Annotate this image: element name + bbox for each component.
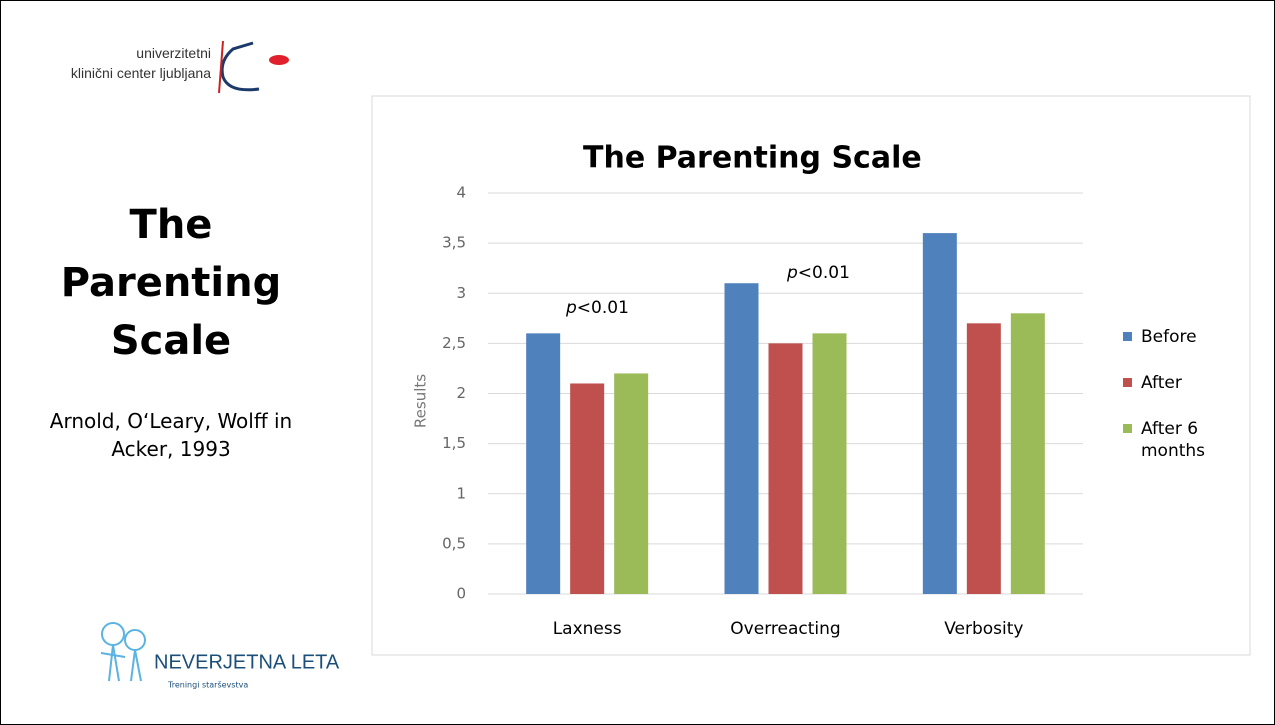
y-tick-label: 4	[456, 184, 466, 202]
bar	[768, 343, 803, 594]
bar	[526, 333, 561, 594]
logo-line-2: klinični center ljubljana	[70, 65, 211, 81]
y-tick-label: 1	[456, 484, 466, 502]
annotation: p<0.01	[786, 263, 850, 283]
brand-tagline: Treningi starševstva	[167, 680, 248, 690]
logo-mark	[220, 41, 260, 92]
legend-swatch	[1123, 332, 1132, 341]
legend-label: After 6 months	[1141, 419, 1206, 461]
chart-title: The Parenting Scale	[583, 141, 922, 176]
y-tick-label: 2	[456, 384, 466, 402]
legend-label: Before	[1141, 327, 1197, 347]
logo-line-1: univerzitetni	[136, 45, 211, 61]
kids-icon	[100, 622, 146, 682]
legend-swatch	[1123, 378, 1132, 387]
bar	[570, 383, 605, 594]
slide-title: The Parenting Scale	[60, 202, 282, 364]
legend-label: After	[1141, 373, 1182, 393]
bar	[966, 323, 1001, 594]
x-tick-label: Verbosity	[944, 619, 1023, 639]
y-tick-label: 3,5	[442, 234, 466, 252]
bar	[812, 333, 847, 594]
brand-name: NEVERJETNA LETA	[154, 651, 340, 673]
x-tick-label: Laxness	[553, 619, 622, 639]
y-tick-label: 0,5	[442, 534, 466, 552]
legend-swatch	[1123, 424, 1132, 433]
y-axis-label: Results	[412, 374, 430, 428]
logo-line	[218, 40, 224, 94]
y-tick-label: 2,5	[442, 334, 466, 352]
annotation: p<0.01	[565, 298, 629, 318]
bar	[1010, 313, 1045, 594]
y-tick-label: 1,5	[442, 434, 466, 452]
logo-dot	[269, 55, 289, 65]
y-tick-label: 3	[456, 284, 466, 302]
slide-subtitle: Arnold, O‘Leary, Wolff in Acker, 1993	[49, 409, 293, 461]
bar	[724, 283, 759, 594]
y-tick-label: 0	[456, 585, 466, 603]
bar	[614, 373, 649, 594]
x-tick-label: Overreacting	[730, 619, 840, 639]
chart-frame	[371, 95, 1251, 656]
bar	[922, 233, 957, 594]
